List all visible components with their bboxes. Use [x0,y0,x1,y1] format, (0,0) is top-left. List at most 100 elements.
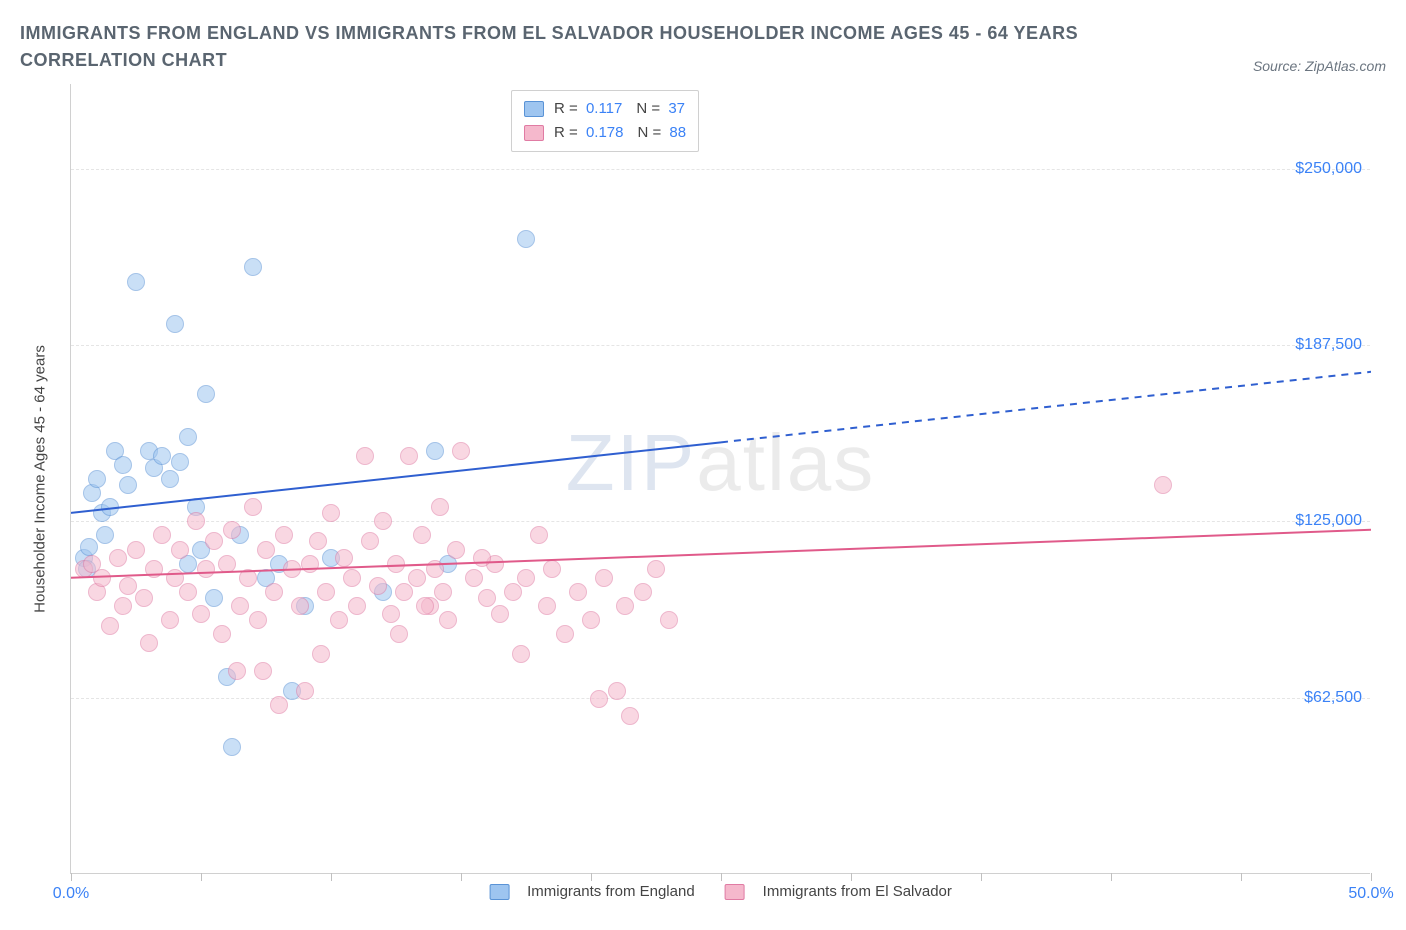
scatter-point [538,597,556,615]
scatter-point [179,428,197,446]
scatter-point [491,605,509,623]
scatter-point [228,662,246,680]
scatter-point [161,470,179,488]
scatter-point [426,560,444,578]
scatter-point [374,512,392,530]
scatter-point [197,560,215,578]
source-label: Source: ZipAtlas.com [1253,58,1386,74]
scatter-point [369,577,387,595]
bottom-legend-label: Immigrants from England [527,883,695,900]
scatter-point [452,442,470,460]
scatter-point [473,549,491,567]
scatter-point [101,498,119,516]
y-axis-label: Householder Income Ages 45 - 64 years [32,345,49,613]
ytick-label: $250,000 [1295,160,1362,178]
scatter-point [447,541,465,559]
scatter-point [171,541,189,559]
scatter-point [309,532,327,550]
scatter-point [322,504,340,522]
scatter-point [361,532,379,550]
scatter-point [426,442,444,460]
scatter-point [223,738,241,756]
scatter-point [543,560,561,578]
legend-swatch [524,101,544,117]
scatter-point [621,707,639,725]
xtick [461,873,462,881]
scatter-point [634,583,652,601]
scatter-point [356,447,374,465]
scatter-point [413,526,431,544]
scatter-point [127,273,145,291]
legend-swatch [489,884,509,900]
scatter-point [270,696,288,714]
watermark-suffix: atlas [696,418,875,507]
scatter-point [387,555,405,573]
scatter-point [244,258,262,276]
scatter-point [608,682,626,700]
correlation-legend: R = 0.117N = 37R = 0.178N = 88 [511,90,699,152]
scatter-point [96,526,114,544]
scatter-point [400,447,418,465]
scatter-point [330,611,348,629]
ytick-label: $62,500 [1304,689,1362,707]
scatter-point [504,583,522,601]
scatter-point [335,549,353,567]
legend-stat-label: R = [554,121,582,145]
legend-row: R = 0.117N = 37 [524,97,686,121]
scatter-point [348,597,366,615]
bottom-legend-item: Immigrants from El Salvador [725,883,952,900]
scatter-point [127,541,145,559]
scatter-point [465,569,483,587]
scatter-point [416,597,434,615]
xtick [201,873,202,881]
scatter-point [101,617,119,635]
scatter-point [517,569,535,587]
legend-stat-label: N = [636,97,664,121]
scatter-point [192,605,210,623]
scatter-point [275,526,293,544]
gridline [71,169,1370,170]
ytick-label: $125,000 [1295,512,1362,530]
scatter-point [257,541,275,559]
bottom-legend-item: Immigrants from England [489,883,695,900]
series-legend: Immigrants from England Immigrants from E… [489,883,952,900]
scatter-point [478,589,496,607]
xtick [71,873,72,881]
scatter-point [254,662,272,680]
scatter-point [317,583,335,601]
xtick [981,873,982,881]
legend-swatch [524,125,544,141]
scatter-point [517,230,535,248]
chart-container: IMMIGRANTS FROM ENGLAND VS IMMIGRANTS FR… [20,20,1386,874]
scatter-point [114,597,132,615]
watermark: ZIPatlas [566,417,875,509]
gridline [71,345,1370,346]
legend-n-value: 37 [668,97,685,121]
xtick [1371,873,1372,881]
trend-layer [71,84,1371,874]
trend-line-dashed [721,372,1371,443]
legend-stat-label: N = [637,121,665,145]
scatter-point [213,625,231,643]
scatter-point [114,456,132,474]
header: IMMIGRANTS FROM ENGLAND VS IMMIGRANTS FR… [20,20,1386,74]
scatter-point [408,569,426,587]
scatter-point [231,597,249,615]
scatter-point [590,690,608,708]
scatter-point [291,597,309,615]
scatter-point [249,611,267,629]
scatter-point [616,597,634,615]
scatter-point [218,555,236,573]
scatter-point [197,385,215,403]
scatter-point [595,569,613,587]
scatter-point [161,611,179,629]
scatter-point [569,583,587,601]
plot-area: ZIPatlas $62,500$125,000$187,500$250,000… [70,84,1370,874]
legend-row: R = 0.178N = 88 [524,121,686,145]
scatter-point [80,538,98,556]
scatter-point [582,611,600,629]
gridline [71,698,1370,699]
scatter-point [119,577,137,595]
scatter-point [244,498,262,516]
scatter-point [1154,476,1172,494]
